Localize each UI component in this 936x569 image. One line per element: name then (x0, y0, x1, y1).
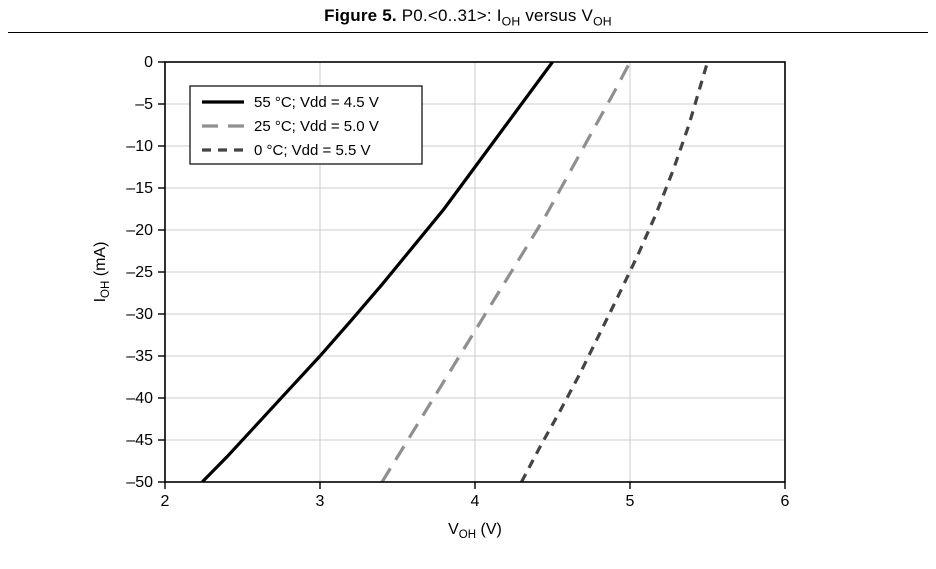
y-tick-label: –5 (135, 96, 153, 113)
legend-label: 55 °C; Vdd = 4.5 V (254, 94, 379, 111)
y-tick-label: –15 (126, 180, 153, 197)
y-axis-label: IOH (mA) (92, 242, 112, 303)
line-chart: 23456–50–45–40–35–30–25–20–15–10–50VOH (… (0, 44, 936, 564)
x-tick-label: 6 (781, 493, 790, 510)
x-tick-label: 4 (471, 493, 480, 510)
y-tick-label: –25 (126, 264, 153, 281)
legend-label: 0 °C; Vdd = 5.5 V (254, 142, 370, 159)
y-tick-label: –35 (126, 348, 153, 365)
figure-title-sub1: OH (502, 14, 521, 28)
y-tick-label: –50 (126, 474, 153, 491)
y-tick-label: –10 (126, 138, 153, 155)
figure-title-sub2: OH (593, 14, 612, 28)
y-tick-label: –45 (126, 432, 153, 449)
figure-title: Figure 5. P0.<0..31>: IOH versus VOH (0, 0, 936, 32)
x-tick-label: 2 (161, 493, 170, 510)
y-tick-label: –30 (126, 306, 153, 323)
figure-title-mid: versus V (520, 6, 593, 25)
x-axis-label: VOH (V) (448, 521, 502, 541)
figure-title-main: P0.<0..31>: I (397, 6, 502, 25)
page: Figure 5. P0.<0..31>: IOH versus VOH 234… (0, 0, 936, 566)
legend-label: 25 °C; Vdd = 5.0 V (254, 118, 379, 135)
y-tick-label: 0 (144, 54, 153, 71)
y-tick-label: –40 (126, 390, 153, 407)
x-tick-label: 3 (316, 493, 325, 510)
x-tick-label: 5 (626, 493, 635, 510)
y-tick-label: –20 (126, 222, 153, 239)
figure-number: Figure 5. (324, 6, 397, 25)
title-rule (8, 32, 928, 33)
chart-container: 23456–50–45–40–35–30–25–20–15–10–50VOH (… (0, 44, 936, 564)
